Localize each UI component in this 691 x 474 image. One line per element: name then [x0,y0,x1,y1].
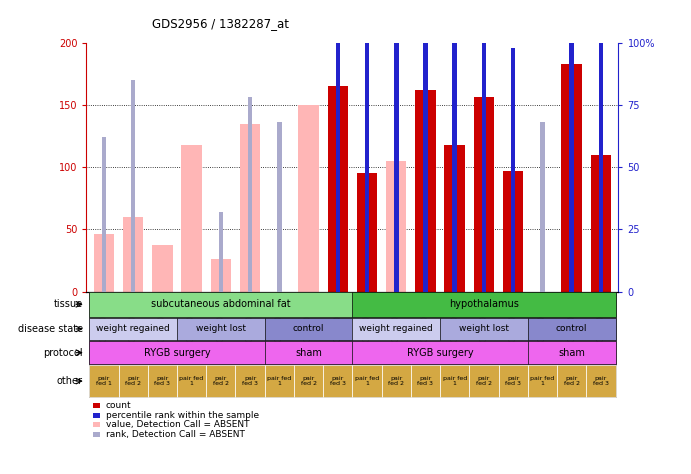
Bar [540,122,545,292]
Text: pair
fed 2: pair fed 2 [564,376,580,386]
Bar [503,171,524,292]
Bar [336,23,340,292]
Text: pair fed
1: pair fed 1 [267,376,292,386]
Text: pair
fed 3: pair fed 3 [417,376,433,386]
Bar [299,105,319,292]
Bar [218,212,223,292]
Bar [240,124,261,292]
Bar [394,23,399,292]
Bar [181,145,202,292]
Text: pair
fed 2: pair fed 2 [388,376,404,386]
Text: count: count [106,401,131,410]
Text: control: control [556,325,587,333]
Bar [482,25,486,292]
Text: pair
fed 3: pair fed 3 [154,376,171,386]
Bar [453,30,457,292]
Bar [598,13,603,292]
Text: pair
fed 2: pair fed 2 [301,376,316,386]
Text: pair
fed 1: pair fed 1 [96,376,112,386]
Text: RYGB surgery: RYGB surgery [144,347,210,358]
Text: sham: sham [295,347,322,358]
Bar [511,47,515,292]
Bar [424,27,428,292]
Text: weight regained: weight regained [96,325,170,333]
Text: percentile rank within the sample: percentile rank within the sample [106,411,259,419]
Text: hypothalamus: hypothalamus [449,299,519,310]
Text: pair
fed 2: pair fed 2 [476,376,492,386]
Text: subcutaneous abdominal fat: subcutaneous abdominal fat [151,299,291,310]
Bar [365,33,369,292]
Text: RYGB surgery: RYGB surgery [407,347,473,358]
Text: pair
fed 3: pair fed 3 [505,376,521,386]
Bar [444,145,465,292]
Text: control: control [293,325,324,333]
Bar [277,122,281,292]
Bar [415,90,436,292]
Bar [386,161,406,292]
Text: other: other [57,376,83,386]
Bar [357,173,377,292]
Bar [211,259,231,292]
Bar [569,0,574,292]
Text: pair fed
1: pair fed 1 [443,376,467,386]
Text: pair
fed 2: pair fed 2 [125,376,141,386]
Bar [102,137,106,292]
Text: pair fed
1: pair fed 1 [180,376,204,386]
Bar [474,98,494,292]
Text: disease state: disease state [18,324,83,334]
Text: pair
fed 3: pair fed 3 [593,376,609,386]
Bar [123,217,143,292]
Bar [591,155,611,292]
Text: value, Detection Call = ABSENT: value, Detection Call = ABSENT [106,420,249,429]
Bar [152,246,173,292]
Text: weight lost: weight lost [196,325,246,333]
Text: tissue: tissue [54,299,83,310]
Bar [561,64,582,292]
Text: weight regained: weight regained [359,325,433,333]
Text: pair fed
1: pair fed 1 [355,376,379,386]
Bar [131,80,135,292]
Bar [328,86,348,292]
Text: pair
fed 3: pair fed 3 [330,376,346,386]
Text: pair fed
1: pair fed 1 [530,376,555,386]
Text: rank, Detection Call = ABSENT: rank, Detection Call = ABSENT [106,430,245,438]
Text: GDS2956 / 1382287_at: GDS2956 / 1382287_at [152,17,289,29]
Text: pair
fed 3: pair fed 3 [242,376,258,386]
Text: weight lost: weight lost [459,325,509,333]
Bar [248,98,252,292]
Bar [94,234,114,292]
Text: pair
fed 2: pair fed 2 [213,376,229,386]
Text: protocol: protocol [44,347,83,358]
Bar [503,233,524,292]
Text: sham: sham [558,347,585,358]
